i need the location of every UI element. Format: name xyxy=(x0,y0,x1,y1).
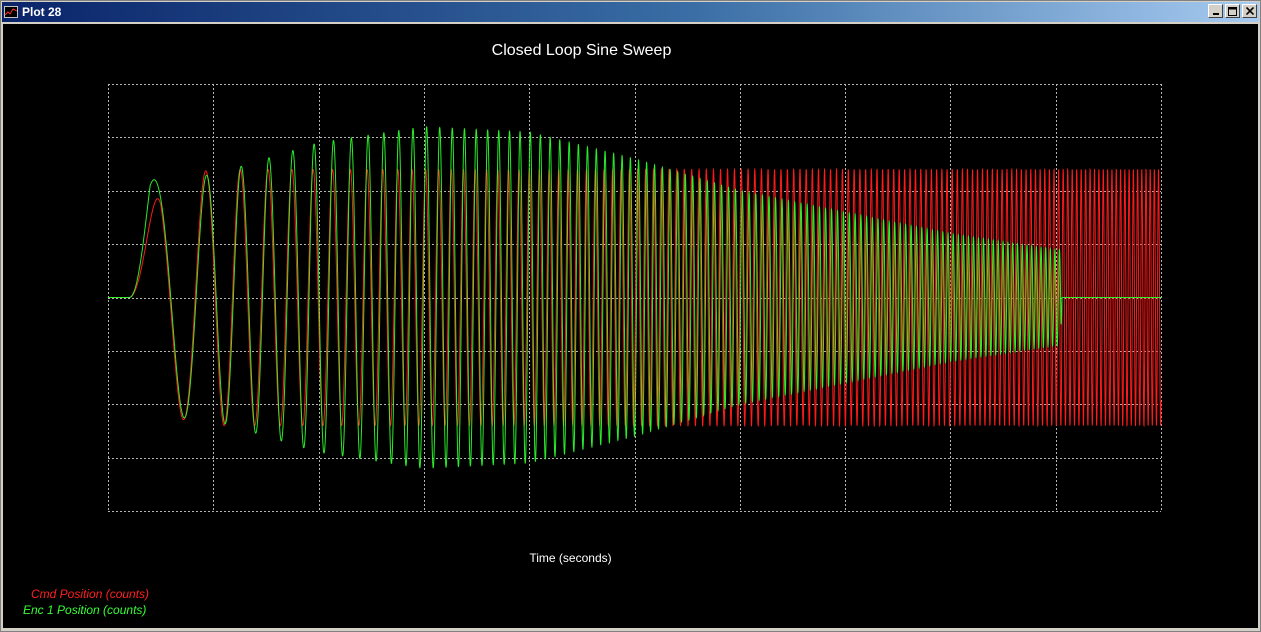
legend-cmd-position: Cmd Position (counts) xyxy=(31,587,150,601)
maximize-icon xyxy=(1228,6,1237,16)
chart-title: Closed Loop Sine Sweep xyxy=(491,42,672,59)
close-button[interactable] xyxy=(1242,4,1257,18)
enc-position-series xyxy=(108,126,1161,469)
legend: Cmd Position (counts) Enc 1 Position (co… xyxy=(11,586,149,618)
sine-sweep-chart xyxy=(108,84,1162,512)
plot-canvas[interactable]: Closed Loop Sine Sweep Time (seconds) Cm… xyxy=(3,24,1258,628)
title-bar[interactable]: Plot 28 xyxy=(2,2,1259,22)
enc-position-line xyxy=(108,126,1161,469)
x-axis-label: Time (seconds) xyxy=(529,551,612,565)
plot-app-icon xyxy=(4,6,18,18)
legend-enc-position: Enc 1 Position (counts) xyxy=(23,603,147,617)
cmd-position-line xyxy=(108,167,1162,428)
window-title: Plot 28 xyxy=(22,5,62,19)
maximize-button[interactable] xyxy=(1225,4,1240,18)
cmd-position-series xyxy=(108,167,1162,428)
close-icon xyxy=(1245,7,1254,15)
minimize-icon xyxy=(1212,13,1219,15)
minimize-button[interactable] xyxy=(1208,4,1223,18)
